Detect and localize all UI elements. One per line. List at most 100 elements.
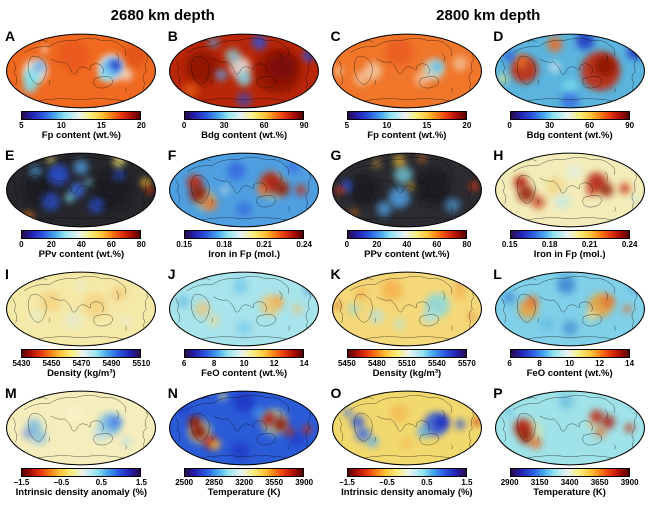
colorbar-ticks: 5 10 15 20 bbox=[344, 120, 472, 130]
colorbar-P bbox=[509, 468, 630, 477]
panel-letter: C bbox=[330, 28, 341, 44]
colorbar-tick: 10 bbox=[56, 121, 66, 130]
panel-C: C 5 10 15 20 Fp content (wt.%) bbox=[326, 28, 489, 149]
colorbar-caption: PPv content (wt.%) bbox=[364, 249, 450, 260]
colorbar-tick: −0.5 bbox=[53, 478, 70, 487]
colorbar-tick: −0.5 bbox=[378, 478, 395, 487]
panel-G: G 0 20 40 60 80 PPv content (wt.%) bbox=[326, 147, 489, 268]
panel-letter: F bbox=[167, 147, 177, 163]
colorbar-caption: Intrinsic density anomaly (%) bbox=[15, 487, 148, 498]
colorbar-tick: 10 bbox=[382, 121, 392, 130]
colorbar-wrap: 5430 5450 5470 5490 5510 bbox=[12, 349, 150, 368]
world-map-F bbox=[169, 152, 320, 228]
panel-letter: E bbox=[5, 147, 15, 163]
panel-letter: J bbox=[167, 266, 176, 282]
colorbar-wrap: 0 20 40 60 80 bbox=[344, 230, 471, 249]
panel-A: A 5 10 15 20 Fp content (wt.%) bbox=[0, 28, 163, 149]
colorbar-wrap: 0.15 0.18 0.21 0.24 bbox=[502, 230, 638, 249]
panel-letter: I bbox=[5, 266, 9, 282]
colorbar-tick: 5510 bbox=[132, 359, 151, 368]
panel-letter: G bbox=[330, 147, 342, 163]
colorbar-ticks: 0 30 60 90 bbox=[181, 120, 309, 130]
panel-B: B 0 30 60 90 Bdg content (wt.%) bbox=[163, 29, 326, 149]
colorbar-ticks: 6 8 10 12 14 bbox=[507, 358, 634, 368]
colorbar-wrap: −1.5 −0.5 0.5 1.5 bbox=[13, 468, 147, 487]
colorbar-tick: 5490 bbox=[102, 359, 121, 368]
colorbar-caption: Fp content (wt.%) bbox=[367, 130, 447, 141]
colorbar-ticks: 6 8 10 12 14 bbox=[181, 358, 309, 368]
colorbar-tick: 0.21 bbox=[256, 240, 272, 249]
colorbar-C bbox=[346, 111, 467, 120]
colorbar-tick: 80 bbox=[462, 240, 472, 249]
colorbar-ticks: 5430 5450 5470 5490 5510 bbox=[12, 358, 150, 368]
panel-letter: N bbox=[167, 385, 178, 401]
colorbar-caption: FeO content (wt.%) bbox=[201, 368, 288, 379]
world-map-G bbox=[331, 152, 482, 228]
colorbar-ticks: 5 10 15 20 bbox=[19, 120, 146, 130]
colorbar-tick: 20 bbox=[136, 121, 146, 130]
colorbar-tick: 0 bbox=[344, 240, 350, 249]
colorbar-caption: PPv content (wt.%) bbox=[38, 249, 125, 260]
colorbar-I bbox=[21, 349, 142, 358]
colorbar-tick: 20 bbox=[372, 240, 382, 249]
panel-J: J 6 8 10 12 14 FeO content (wt.%) bbox=[163, 266, 326, 387]
colorbar-tick: 0.5 bbox=[95, 478, 107, 487]
world-map-H bbox=[494, 152, 645, 228]
colorbar-caption: Density (kg/m³) bbox=[372, 368, 442, 379]
colorbar-caption: Intrinsic density anomaly (%) bbox=[341, 487, 473, 498]
colorbar-N bbox=[184, 468, 305, 477]
colorbar-tick: 60 bbox=[106, 240, 116, 249]
colorbar-tick: 14 bbox=[299, 359, 309, 368]
colorbar-tick: 60 bbox=[585, 121, 595, 130]
colorbar-tick: 0.24 bbox=[296, 240, 312, 249]
colorbar-A bbox=[21, 111, 142, 120]
colorbar-caption: FeO content (wt.%) bbox=[526, 368, 613, 379]
panel-F: F 0.15 0.18 0.21 0.24 Iron in Fp (mol.) bbox=[163, 147, 326, 268]
colorbar-caption: Iron in Fp (mol.) bbox=[533, 249, 606, 260]
colorbar-tick: 3150 bbox=[530, 478, 549, 487]
colorbar-tick: 10 bbox=[239, 359, 249, 368]
colorbar-wrap: 2500 2850 3200 3550 3900 bbox=[175, 468, 313, 487]
colorbar-tick: 14 bbox=[625, 359, 635, 368]
column-title-2800: 2800 km depth bbox=[436, 7, 541, 24]
colorbar-tick: 0.15 bbox=[501, 240, 518, 249]
panel-letter: M bbox=[5, 385, 17, 401]
panel-letter: O bbox=[330, 385, 342, 401]
colorbar-tick: 0.15 bbox=[176, 240, 192, 249]
colorbar-caption: Iron in Fp (mol.) bbox=[208, 249, 280, 260]
colorbar-tick: −1.5 bbox=[338, 478, 355, 487]
world-map-L bbox=[494, 271, 645, 347]
colorbar-tick: 0 bbox=[19, 240, 24, 249]
colorbar-tick: 0 bbox=[507, 121, 512, 130]
panel-E: E 0 20 40 60 80 PPv content (wt.%) bbox=[0, 147, 163, 268]
colorbar-ticks: −1.5 −0.5 0.5 1.5 bbox=[339, 477, 472, 487]
colorbar-tick: 0 bbox=[181, 121, 187, 130]
panel-letter: D bbox=[493, 28, 504, 44]
colorbar-tick: 12 bbox=[269, 359, 279, 368]
colorbar-tick: 6 bbox=[181, 359, 187, 368]
colorbar-tick: 40 bbox=[402, 240, 412, 249]
panel-letter: L bbox=[493, 266, 502, 282]
colorbar-tick: 1.5 bbox=[135, 478, 147, 487]
colorbar-caption: Fp content (wt.%) bbox=[41, 130, 121, 141]
column-title-2680: 2680 km depth bbox=[110, 7, 215, 24]
colorbar-tick: 8 bbox=[211, 359, 217, 368]
colorbar-tick: 5540 bbox=[427, 359, 446, 368]
colorbar-tick: 5470 bbox=[72, 359, 91, 368]
colorbar-tick: 80 bbox=[136, 240, 146, 249]
panel-N: N 2500 2850 3200 3550 3900 Temperature (K) bbox=[163, 385, 326, 506]
colorbar-ticks: 0 30 60 90 bbox=[507, 120, 634, 130]
colorbar-wrap: 5 10 15 20 bbox=[19, 111, 146, 130]
panel-O: O −1.5 −0.5 0.5 1.5 Intrinsic density anomaly… bbox=[326, 385, 489, 506]
panel-P: P 2900 3150 3400 3650 3900 Temperature (K) bbox=[488, 386, 651, 506]
colorbar-wrap: 5 10 15 20 bbox=[344, 111, 472, 130]
colorbar-tick: 0.24 bbox=[621, 240, 638, 249]
colorbar-tick: 0.21 bbox=[581, 240, 598, 249]
colorbar-ticks: 0.15 0.18 0.21 0.24 bbox=[502, 239, 638, 249]
panel-letter: A bbox=[5, 28, 16, 44]
colorbar-G bbox=[346, 230, 467, 239]
panel-L: L 6 8 10 12 14 FeO content (wt.%) bbox=[488, 266, 651, 387]
colorbar-tick: 5 bbox=[344, 121, 350, 130]
colorbar-tick: 12 bbox=[595, 359, 605, 368]
world-map-A bbox=[6, 33, 157, 109]
